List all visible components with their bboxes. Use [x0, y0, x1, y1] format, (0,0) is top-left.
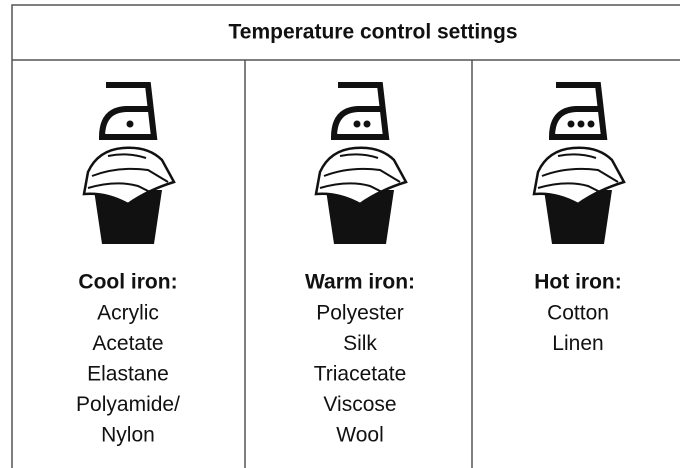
fabric-item: Silk	[343, 332, 377, 355]
fabric-item: Linen	[552, 332, 603, 355]
fabric-item: Cotton	[547, 302, 609, 325]
fabric-item: Polyamide/	[76, 393, 180, 416]
iron-icon	[334, 85, 386, 137]
fabric-item: Wool	[336, 424, 383, 447]
column-heading: Cool iron:	[78, 271, 177, 294]
fabric-icon	[534, 148, 624, 244]
column-heading: Warm iron:	[305, 271, 415, 294]
column-heading: Hot iron:	[534, 271, 621, 294]
fabric-item: Nylon	[101, 424, 155, 447]
fabric-item: Acetate	[92, 332, 163, 355]
table-title: Temperature control settings	[229, 21, 518, 44]
fabric-item: Polyester	[316, 302, 404, 325]
fabric-icon	[316, 148, 406, 244]
iron-icon	[552, 85, 604, 137]
fabric-item: Triacetate	[314, 363, 407, 386]
iron-icon	[102, 85, 154, 137]
fabric-item: Acrylic	[97, 302, 159, 325]
fabric-icon	[84, 148, 174, 244]
document: Temperature control settings Cool iron: A…	[0, 0, 680, 468]
fabric-item: Elastane	[87, 363, 169, 386]
fabric-item: Viscose	[323, 393, 396, 416]
